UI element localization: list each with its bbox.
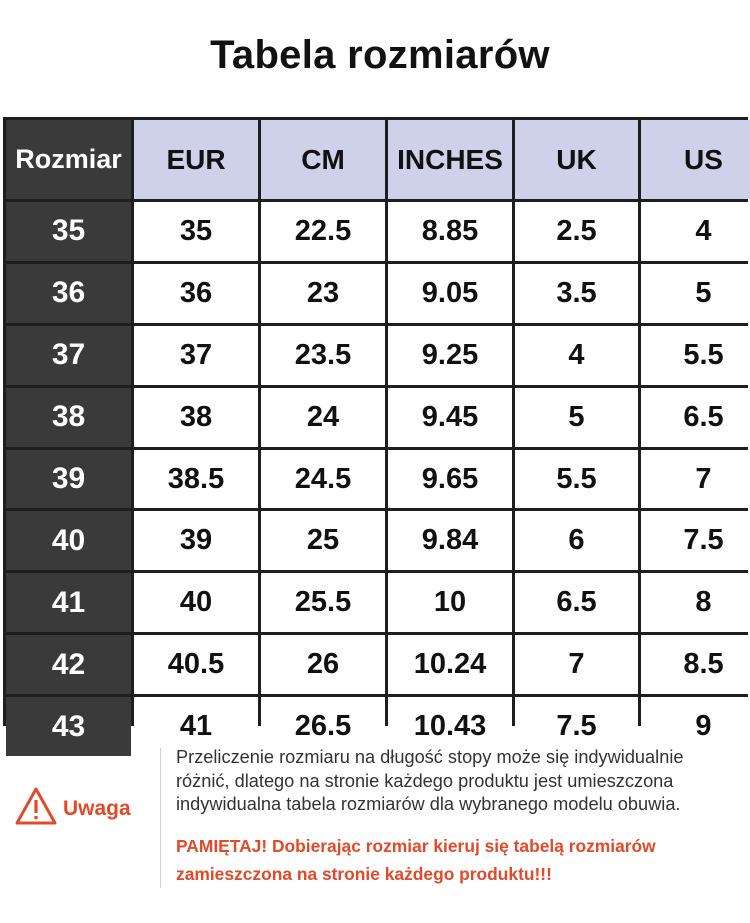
size-table: Rozmiar EUR CM INCHES UK US 35 35 22.5 8.85… xyxy=(3,117,750,757)
row-size-label: 37 xyxy=(6,325,131,385)
table-cell: 5 xyxy=(641,263,750,323)
table-cell: 8 xyxy=(641,573,750,633)
table-cell: 24.5 xyxy=(261,449,385,509)
table-cell: 37 xyxy=(134,325,258,385)
table-cell: 10 xyxy=(388,573,512,633)
info-line: Przeliczenie rozmiaru na długość stopy m… xyxy=(176,747,684,767)
header-inches: INCHES xyxy=(388,120,512,199)
table-cell: 40 xyxy=(134,573,258,633)
table-cell: 9.65 xyxy=(388,449,512,509)
table-cell: 7.5 xyxy=(515,697,638,757)
table-cell: 22.5 xyxy=(261,202,385,261)
table-cell: 25 xyxy=(261,511,385,571)
table-cell: 2.5 xyxy=(515,202,638,261)
divider xyxy=(160,748,161,888)
table-cell: 6.5 xyxy=(641,387,750,447)
table-cell: 40.5 xyxy=(134,635,258,695)
alert-line: zamieszczona na stronie każdego produktu… xyxy=(176,864,552,884)
table-cell: 9.45 xyxy=(388,387,512,447)
table-cell: 4 xyxy=(515,325,638,385)
row-size-label: 35 xyxy=(6,202,131,261)
warning-block: Uwaga xyxy=(15,786,131,831)
header-eur: EUR xyxy=(134,120,258,199)
table-cell: 4 xyxy=(641,202,750,261)
page-title: Tabela rozmiarów xyxy=(210,33,550,77)
warning-label: Uwaga xyxy=(63,796,131,820)
table-cell: 9 xyxy=(641,697,750,757)
table-cell: 7 xyxy=(641,449,750,509)
row-size-label: 40 xyxy=(6,511,131,571)
table-cell: 41 xyxy=(134,697,258,757)
table-cell: 35 xyxy=(134,202,258,261)
header-cm: CM xyxy=(261,120,385,199)
table-cell: 23.5 xyxy=(261,325,385,385)
table-cell: 8.85 xyxy=(388,202,512,261)
row-size-label: 39 xyxy=(6,449,131,509)
header-us: US xyxy=(641,120,750,199)
table-cell: 5.5 xyxy=(515,449,638,509)
info-line: różnić, dlatego na stronie każdego produ… xyxy=(176,770,674,791)
table-cell: 25.5 xyxy=(261,573,385,633)
table-cell: 10.43 xyxy=(388,697,512,757)
table-cell: 38.5 xyxy=(134,449,258,509)
table-cell: 36 xyxy=(134,263,258,323)
table-cell: 8.5 xyxy=(641,635,750,695)
table-cell: 9.84 xyxy=(388,511,512,571)
row-size-label: 36 xyxy=(6,263,131,323)
row-size-label: 41 xyxy=(6,573,131,633)
table-cell: 5 xyxy=(515,387,638,447)
table-cell: 7.5 xyxy=(641,511,750,571)
row-size-label: 38 xyxy=(6,387,131,447)
row-size-label: 42 xyxy=(6,635,131,695)
table-cell: 39 xyxy=(134,511,258,571)
table-cell: 10.24 xyxy=(388,635,512,695)
table-cell: 24 xyxy=(261,387,385,447)
table-cell: 9.25 xyxy=(388,325,512,385)
table-cell: 26 xyxy=(261,635,385,695)
header-size: Rozmiar xyxy=(6,120,131,199)
note-section: Uwaga Przeliczenie rozmiaru na długość s… xyxy=(0,740,750,923)
warning-triangle-icon xyxy=(15,786,57,831)
table-cell: 6.5 xyxy=(515,573,638,633)
table-cell: 5.5 xyxy=(641,325,750,385)
table-cell: 38 xyxy=(134,387,258,447)
info-line: indywidualna tabela rozmiarów dla wybran… xyxy=(176,794,681,814)
table-cell: 7 xyxy=(515,635,638,695)
table-cell: 26.5 xyxy=(261,697,385,757)
info-text: Przeliczenie rozmiaru na długość stopy m… xyxy=(176,746,746,817)
row-size-label: 43 xyxy=(6,697,131,757)
header-uk: UK xyxy=(515,120,638,199)
alert-line: PAMIĘTAJ! Dobierając rozmiar kieruj się … xyxy=(176,836,656,856)
table-cell: 6 xyxy=(515,511,638,571)
alert-text: PAMIĘTAJ! Dobierając rozmiar kieruj się … xyxy=(176,832,746,888)
table-cell: 3.5 xyxy=(515,263,638,323)
table-cell: 23 xyxy=(261,263,385,323)
table-cell: 9.05 xyxy=(388,263,512,323)
